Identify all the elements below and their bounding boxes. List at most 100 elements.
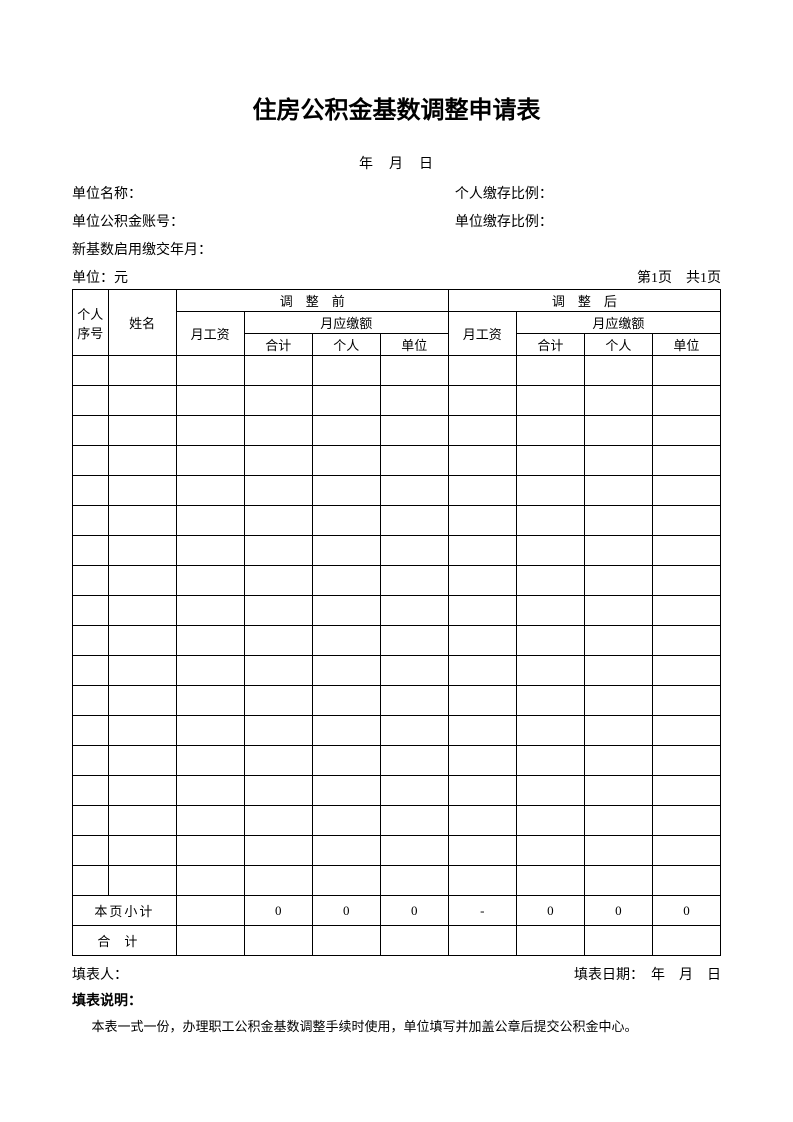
table-cell <box>652 536 720 566</box>
table-cell <box>312 716 380 746</box>
table-cell <box>73 476 109 506</box>
table-cell <box>312 446 380 476</box>
subtotal-cell: 0 <box>652 896 720 926</box>
table-cell <box>380 746 448 776</box>
table-cell <box>652 476 720 506</box>
table-row <box>73 866 721 896</box>
table-cell <box>584 386 652 416</box>
table-cell <box>73 806 109 836</box>
table-cell <box>516 536 584 566</box>
table-cell <box>652 566 720 596</box>
instructions-text: 本表一式一份，办理职工公积金基数调整手续时使用，单位填写并加盖公章后提交公积金中… <box>72 1016 721 1035</box>
subtotal-cell: 0 <box>516 896 584 926</box>
table-cell <box>584 836 652 866</box>
table-cell <box>108 836 176 866</box>
table-cell <box>516 866 584 896</box>
table-cell <box>108 746 176 776</box>
table-cell <box>652 686 720 716</box>
table-cell <box>516 386 584 416</box>
table-cell <box>244 866 312 896</box>
table-cell <box>516 596 584 626</box>
table-cell <box>244 596 312 626</box>
subtotal-cell: 0 <box>584 896 652 926</box>
total-row: 合计 <box>73 926 721 956</box>
th-monthly-before: 月应缴额 <box>244 312 448 334</box>
th-a-total: 合计 <box>516 334 584 356</box>
table-cell <box>244 716 312 746</box>
table-row <box>73 386 721 416</box>
table-cell <box>73 356 109 386</box>
total-cell <box>380 926 448 956</box>
table-cell <box>380 566 448 596</box>
table-cell <box>73 566 109 596</box>
table-cell <box>176 506 244 536</box>
table-cell <box>380 386 448 416</box>
table-cell <box>312 416 380 446</box>
table-cell <box>176 596 244 626</box>
table-cell <box>73 746 109 776</box>
table-cell <box>584 686 652 716</box>
table-cell <box>176 416 244 446</box>
table-cell <box>448 446 516 476</box>
table-cell <box>73 776 109 806</box>
preparer-label: 填表人： <box>72 964 128 984</box>
th-wage-after: 月工资 <box>448 312 516 356</box>
table-cell <box>448 686 516 716</box>
table-cell <box>108 476 176 506</box>
total-cell <box>448 926 516 956</box>
table-cell <box>244 626 312 656</box>
table-cell <box>448 866 516 896</box>
table-cell <box>108 626 176 656</box>
table-cell <box>312 476 380 506</box>
table-row <box>73 356 721 386</box>
table-cell <box>516 776 584 806</box>
table-cell <box>108 776 176 806</box>
table-cell <box>584 596 652 626</box>
table-cell <box>244 386 312 416</box>
table-cell <box>73 536 109 566</box>
subtotal-cell: 0 <box>244 896 312 926</box>
table-cell <box>448 506 516 536</box>
table-cell <box>176 716 244 746</box>
table-cell <box>108 536 176 566</box>
table-row <box>73 476 721 506</box>
table-cell <box>312 566 380 596</box>
th-name: 姓名 <box>108 290 176 356</box>
table-cell <box>312 776 380 806</box>
table-row <box>73 746 721 776</box>
table-cell <box>73 866 109 896</box>
table-cell <box>380 476 448 506</box>
table-cell <box>516 746 584 776</box>
table-cell <box>244 536 312 566</box>
table-cell <box>652 596 720 626</box>
table-row <box>73 626 721 656</box>
org-account-label: 单位公积金账号： <box>72 211 455 231</box>
table-cell <box>652 776 720 806</box>
table-cell <box>652 356 720 386</box>
th-after: 调 整 后 <box>448 290 720 312</box>
table-cell <box>312 806 380 836</box>
table-cell <box>312 596 380 626</box>
table-cell <box>73 686 109 716</box>
table-cell <box>73 626 109 656</box>
table-cell <box>73 446 109 476</box>
table-cell <box>448 566 516 596</box>
subtotal-cell <box>176 896 244 926</box>
table-cell <box>73 506 109 536</box>
table-cell <box>312 626 380 656</box>
table-cell <box>448 776 516 806</box>
table-cell <box>516 356 584 386</box>
subtotal-cell: 0 <box>380 896 448 926</box>
table-row <box>73 416 721 446</box>
total-cell <box>584 926 652 956</box>
table-cell <box>516 566 584 596</box>
table-cell <box>380 356 448 386</box>
table-row <box>73 596 721 626</box>
table-cell <box>380 866 448 896</box>
table-cell <box>108 416 176 446</box>
table-cell <box>584 566 652 596</box>
table-cell <box>516 416 584 446</box>
table-cell <box>108 446 176 476</box>
table-cell <box>176 446 244 476</box>
table-cell <box>244 656 312 686</box>
